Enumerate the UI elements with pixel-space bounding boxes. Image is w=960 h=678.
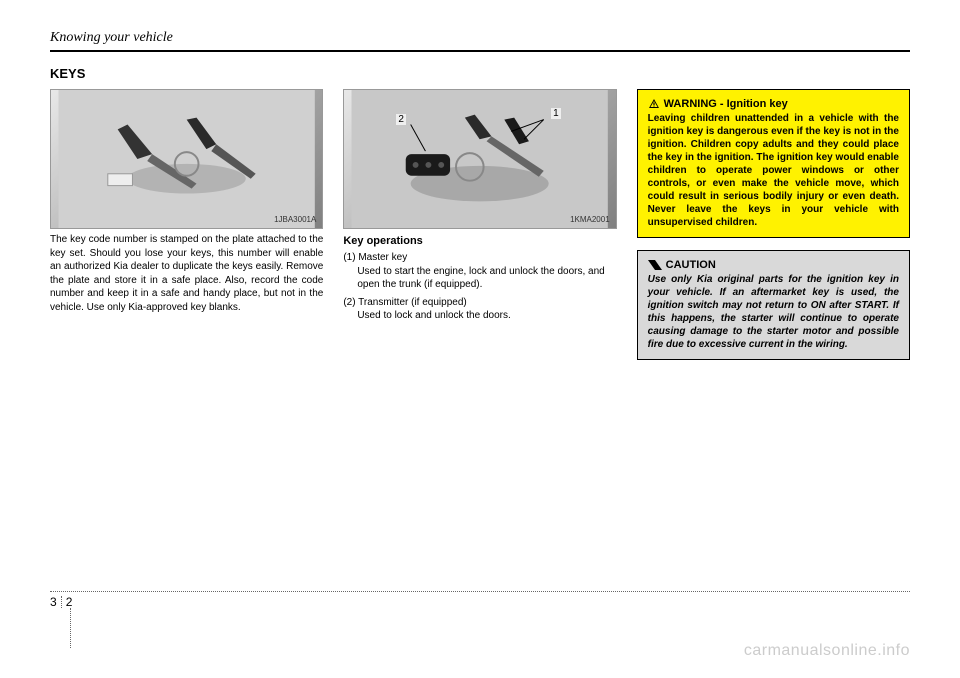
key-operations-heading: Key operations <box>343 235 616 247</box>
column-3: WARNING - Ignition key Leaving children … <box>637 89 910 360</box>
column-2: 1 2 1KMA2001 Key operations (1) Master k… <box>343 89 616 360</box>
image-code-1: 1JBA3001A <box>274 215 316 224</box>
caution-label: CAUTION <box>666 259 716 271</box>
header-title: Knowing your vehicle <box>50 30 910 46</box>
item2-label: (2) Transmitter (if equipped) <box>343 297 466 308</box>
warning-header: WARNING - Ignition key <box>648 98 899 110</box>
item1-label: (1) Master key <box>343 252 407 263</box>
page-number: 2 <box>62 596 73 608</box>
warning-label: WARNING - Ignition key <box>664 98 788 110</box>
keys-illustration-2 <box>344 90 615 228</box>
caution-header: CAUTION <box>648 259 899 271</box>
keys-illustration-1 <box>51 90 322 228</box>
watermark: carmanualsonline.info <box>744 642 910 660</box>
column-1: 1JBA3001A The key code number is stamped… <box>50 89 323 360</box>
footer-vertical-dots <box>70 608 71 648</box>
page-footer: 3 2 <box>50 591 910 608</box>
page-header: Knowing your vehicle <box>50 30 910 52</box>
warning-box: WARNING - Ignition key Leaving children … <box>637 89 910 238</box>
footer-divider <box>50 591 910 592</box>
caution-icon <box>648 260 662 270</box>
caution-text: Use only Kia original parts for the igni… <box>648 273 899 351</box>
content-columns: 1JBA3001A The key code number is stamped… <box>50 89 910 360</box>
callout-2: 2 <box>396 114 406 125</box>
key-image-1: 1JBA3001A <box>50 89 323 229</box>
item2-text: Used to lock and unlock the doors. <box>343 309 616 323</box>
key-image-2: 1 2 1KMA2001 <box>343 89 616 229</box>
list-item-1: (1) Master key Used to start the engine,… <box>343 251 616 292</box>
item1-text: Used to start the engine, lock and unloc… <box>343 265 616 292</box>
warning-icon <box>648 98 660 110</box>
section-number: 3 <box>50 596 62 608</box>
caution-box: CAUTION Use only Kia original parts for … <box>637 250 910 360</box>
page-numbers: 3 2 <box>50 596 910 608</box>
warning-text: Leaving children unattended in a vehicle… <box>648 112 899 229</box>
image-code-2: 1KMA2001 <box>570 215 610 224</box>
section-heading: KEYS <box>50 66 910 81</box>
col1-body-text: The key code number is stamped on the pl… <box>50 233 323 314</box>
list-item-2: (2) Transmitter (if equipped) Used to lo… <box>343 296 616 323</box>
callout-1: 1 <box>551 108 561 119</box>
